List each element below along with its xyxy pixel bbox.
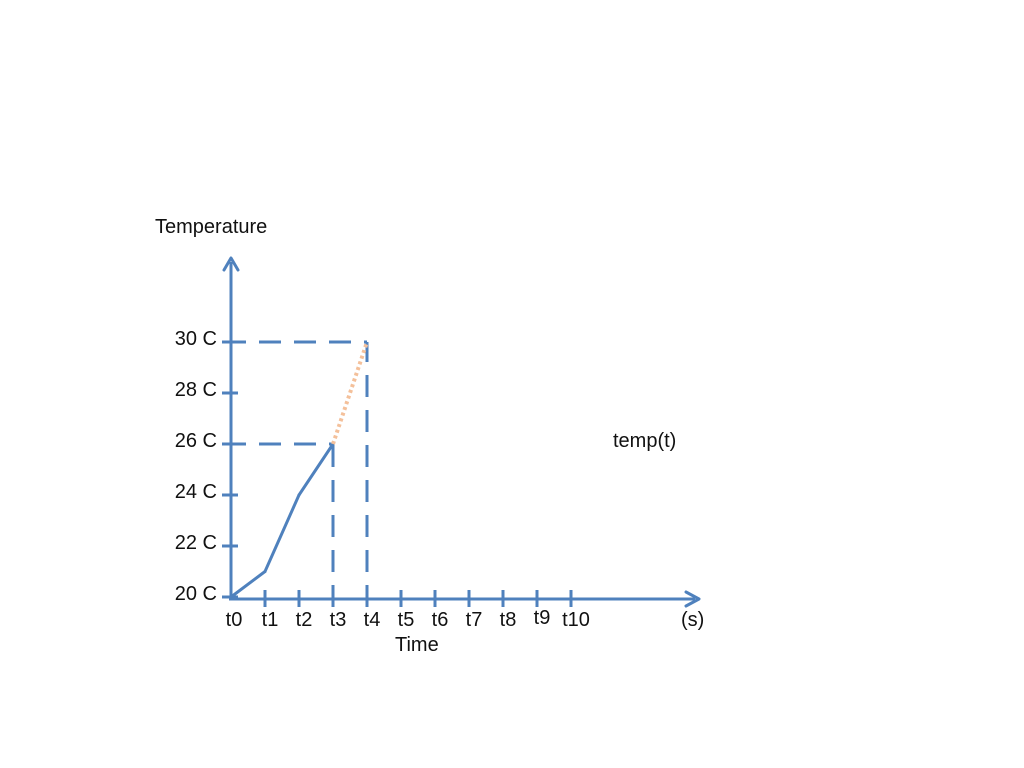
x-tick-label: t6: [432, 609, 449, 631]
axis-ticks: [222, 340, 573, 607]
y-axis-arrowhead: [222, 256, 240, 272]
y-tick-label: 28 C: [175, 379, 217, 401]
function-label: temp(t): [613, 430, 676, 452]
x-axis-arrowhead: [684, 590, 701, 608]
data-point-t0: [229, 595, 233, 599]
y-axis-title: Temperature: [155, 216, 267, 238]
y-tick-label: 30 C: [175, 328, 217, 350]
x-tick-label: t4: [364, 609, 381, 631]
y-tick-label: 24 C: [175, 481, 217, 503]
x-tick-label: t2: [296, 609, 313, 631]
series-layer: [229, 341, 369, 599]
series-line-1: [331, 341, 369, 445]
x-tick-label: t7: [466, 609, 483, 631]
x-axis-unit: (s): [681, 609, 704, 631]
x-tick-label: t0: [226, 609, 243, 631]
data-point-t1: [263, 570, 267, 573]
x-tick-label: t3: [330, 609, 347, 631]
data-point-t2: [297, 493, 301, 497]
tick-labels: 20 C 22 C 24 C 26 C 28 C 30 C t0 t1 t2 t3 t4 t5 t6 t7…: [175, 328, 590, 631]
y-tick-label: 20 C: [175, 583, 217, 605]
y-tick-label: 22 C: [175, 532, 217, 554]
x-tick-label: t8: [500, 609, 517, 631]
x-tick-label: t9: [534, 607, 551, 629]
axes: [222, 256, 701, 608]
x-tick-label: t1: [262, 609, 279, 631]
y-tick-label: 26 C: [175, 430, 217, 452]
reference-lines: [224, 340, 369, 607]
series-line-0: [230, 443, 335, 599]
x-tick-label: t5: [398, 609, 415, 631]
x-tick-label: t10: [562, 609, 590, 631]
x-axis-title: Time: [395, 634, 439, 656]
